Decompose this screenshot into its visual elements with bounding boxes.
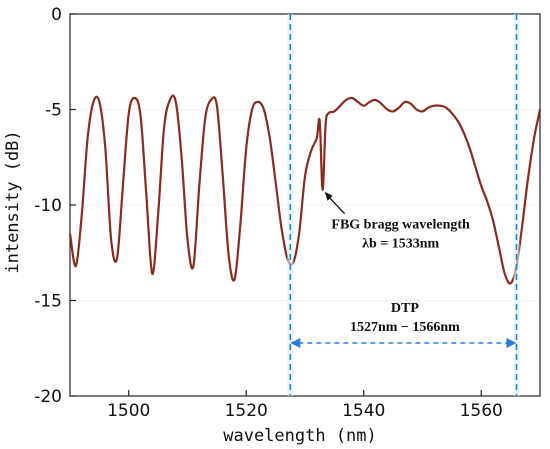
x-tick-label-0: 1500 [107, 401, 150, 421]
x-tick-label-1: 1520 [225, 401, 268, 421]
y-tick-label-0: 0 [51, 5, 62, 25]
plot-border [69, 13, 541, 397]
fbg-label-line2: λb = 1533nm [362, 237, 439, 252]
y-axis-label: intensity (dB) [3, 130, 23, 273]
dtp-arrow-head-right [506, 338, 517, 348]
x-tick-label-3: 1560 [460, 401, 503, 421]
y-tick-label-4: -20 [34, 387, 62, 407]
series-layer [68, 94, 542, 285]
series-line-0 [68, 94, 542, 285]
grid [70, 13, 540, 397]
dtp-label-line2: 1527nm − 1566nm [350, 320, 460, 335]
dtp-arrow-head-left [290, 338, 301, 348]
y-tick-label-2: -10 [34, 196, 62, 216]
plot-frame [69, 13, 541, 397]
y-tick-label-3: -15 [34, 292, 62, 312]
vline-layer [287, 14, 520, 396]
annotations: FBG bragg wavelength λb = 1533nm DTP 1527nm… [290, 191, 517, 348]
x-axis-label: wavelength (nm) [223, 426, 377, 446]
dtp-label-line1: DTP [391, 301, 419, 316]
y-tick-label-1: -5 [45, 101, 62, 121]
ticks: 1500 1520 1540 1560 0 -5 -10 -15 -20 [34, 5, 503, 421]
x-tick-label-2: 1540 [342, 401, 385, 421]
fbg-label-line1: FBG bragg wavelength [331, 218, 470, 233]
fbg-arrow-head [324, 191, 333, 201]
